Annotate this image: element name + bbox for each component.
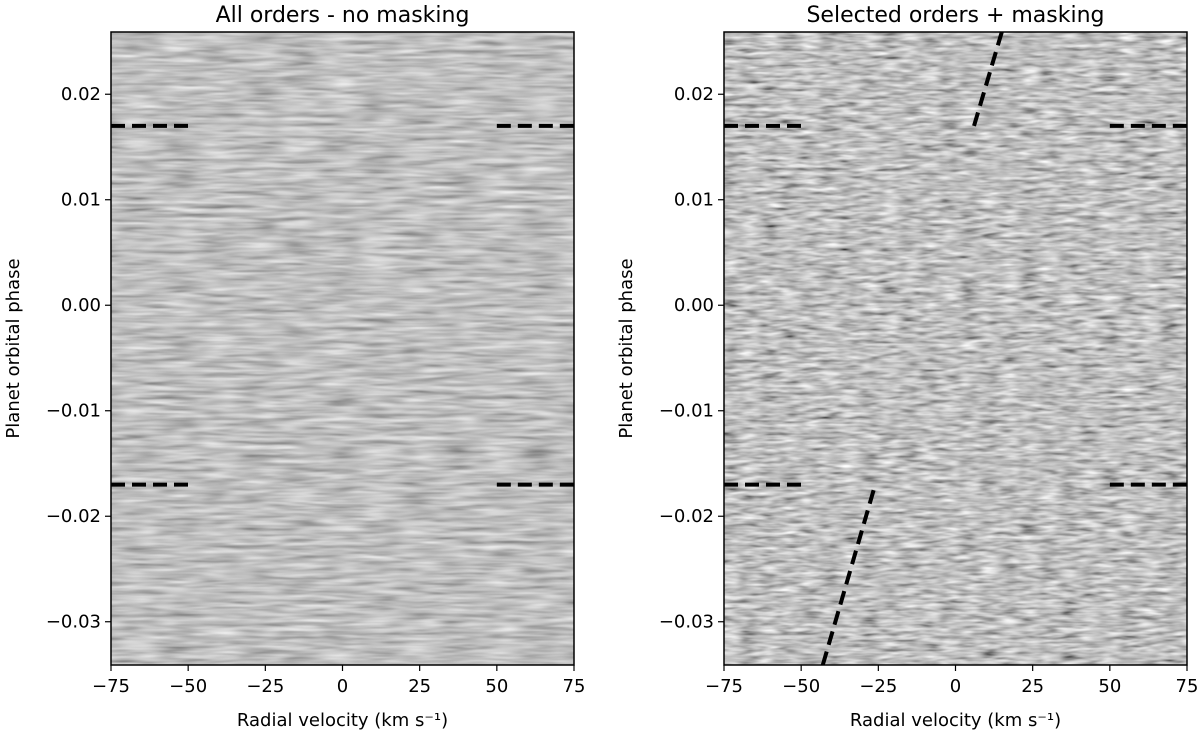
y-tick-label: 0.01 [674, 190, 714, 211]
y-axis-label: Planet orbital phase [3, 258, 24, 438]
y-tick-label: −0.02 [659, 506, 714, 527]
x-tick-label: −75 [92, 676, 130, 697]
heatmap-image [724, 32, 1187, 665]
x-axis-label: Radial velocity (km s⁻¹) [850, 710, 1061, 731]
y-tick-label: 0.02 [674, 84, 714, 105]
y-axis-label: Planet orbital phase [616, 258, 637, 438]
x-tick-label: 0 [337, 676, 348, 697]
chart-title: All orders - no masking [216, 3, 470, 28]
x-tick-label: 50 [1098, 676, 1121, 697]
y-tick-label: 0.00 [674, 295, 714, 316]
y-tick-label: 0.02 [61, 84, 101, 105]
x-tick-label: −50 [169, 676, 207, 697]
dashed-line [972, 31, 1004, 127]
y-tick-label: 0.00 [61, 295, 101, 316]
x-tick-label: 50 [485, 676, 508, 697]
y-tick-label: −0.02 [46, 506, 101, 527]
x-tick-label: 25 [408, 676, 431, 697]
x-tick-label: 25 [1021, 676, 1044, 697]
x-tick-label: 75 [1176, 676, 1199, 697]
x-tick-label: −25 [859, 676, 897, 697]
x-tick-label: −25 [246, 676, 284, 697]
panel: −75 −50 −25 0 25 50 75 0.02 0.01 0.00 −0.01 −0.02 −0… [616, 3, 1198, 731]
x-tick-label: −50 [782, 676, 820, 697]
heatmap-image [111, 32, 574, 665]
x-tick-label: 0 [950, 676, 961, 697]
dashed-line [820, 484, 878, 666]
chart-title: Selected orders + masking [806, 3, 1104, 28]
y-tick-label: −0.03 [659, 612, 714, 633]
y-tick-label: 0.01 [61, 190, 101, 211]
y-tick-label: −0.01 [659, 401, 714, 422]
x-tick-label: 75 [563, 676, 586, 697]
y-tick-label: −0.03 [46, 612, 101, 633]
panel: −75 −50 −25 0 25 50 75 0.02 0.01 0.00 −0.01 −0.02 −0… [3, 3, 585, 731]
x-axis-label: Radial velocity (km s⁻¹) [237, 710, 448, 731]
y-tick-label: −0.01 [46, 401, 101, 422]
x-tick-label: −75 [705, 676, 743, 697]
